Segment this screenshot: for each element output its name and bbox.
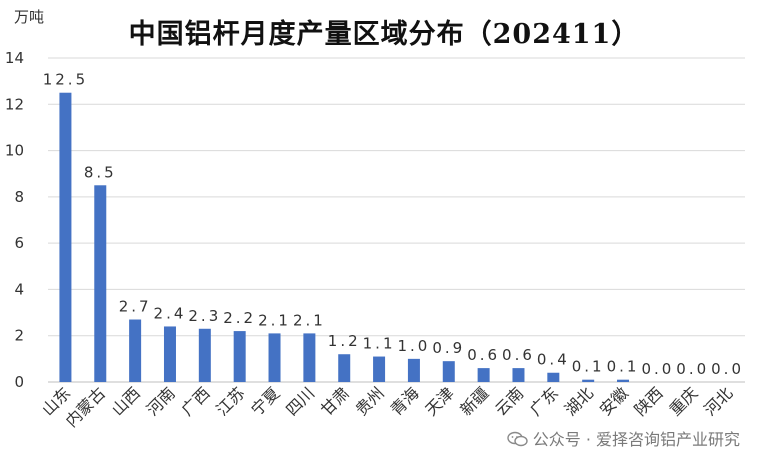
y-tick-label: 10 [5, 142, 24, 160]
category-label: 四川 [282, 383, 318, 419]
data-label: 0.6 [467, 346, 500, 364]
data-label: 0.0 [711, 360, 744, 378]
bar [198, 328, 211, 382]
category-label: 重庆 [665, 383, 701, 419]
bar [338, 354, 351, 382]
category-label: 云南 [491, 383, 527, 419]
data-label: 0.1 [572, 358, 605, 376]
category-label: 安徽 [596, 383, 632, 419]
data-label: 0.9 [432, 339, 465, 357]
watermark: 公众号 · 爱择咨询铝产业研究 [507, 426, 740, 450]
bar [512, 368, 525, 382]
data-label: 1.2 [328, 332, 361, 350]
category-label: 广西 [178, 383, 214, 419]
data-label: 2.7 [119, 298, 152, 316]
data-label: 2.1 [258, 311, 291, 329]
category-label: 陕西 [631, 383, 667, 419]
category-label: 广东 [526, 383, 562, 419]
category-label: 甘肃 [317, 383, 353, 419]
bar [129, 319, 142, 382]
category-label: 天津 [422, 383, 458, 419]
bar [233, 331, 246, 382]
bar [373, 356, 386, 382]
category-label: 河南 [143, 383, 179, 419]
category-label: 江苏 [212, 383, 248, 419]
bar [268, 333, 281, 382]
data-label: 1.0 [397, 337, 430, 355]
bar [163, 326, 176, 382]
bar [407, 358, 420, 382]
data-label: 2.1 [293, 311, 326, 329]
bar [477, 368, 490, 382]
category-label: 青海 [387, 383, 423, 419]
bar [94, 185, 107, 382]
category-label: 新疆 [456, 383, 492, 419]
data-label: 0.4 [537, 351, 570, 369]
y-tick-label: 6 [14, 234, 24, 252]
y-tick-label: 12 [5, 95, 24, 113]
data-label: 1.1 [363, 335, 396, 353]
bar [617, 379, 630, 382]
y-tick-label: 0 [14, 373, 24, 391]
bar [303, 333, 316, 382]
data-label: 12.5 [43, 71, 88, 89]
data-label: 8.5 [84, 163, 117, 181]
category-label: 河北 [700, 383, 736, 419]
category-label: 山西 [108, 383, 144, 419]
y-unit-label: 万吨 [14, 8, 45, 26]
bar [547, 372, 560, 382]
data-label: 0.0 [676, 360, 709, 378]
data-label: 2.4 [154, 304, 187, 322]
data-label: 2.3 [188, 307, 221, 325]
watermark-text: 公众号 · 爱择咨询铝产业研究 [532, 430, 740, 449]
data-label: 0.1 [607, 358, 640, 376]
category-label: 宁夏 [247, 383, 283, 419]
y-tick-label: 14 [5, 49, 24, 67]
data-label: 2.2 [223, 309, 256, 327]
data-label: 0.0 [641, 360, 674, 378]
y-tick-label: 2 [14, 327, 24, 345]
category-label: 内蒙古 [62, 383, 109, 430]
category-label: 湖北 [561, 383, 597, 419]
y-tick-label: 4 [14, 280, 24, 298]
chart-title: 中国铝杆月度产量区域分布（202411） [128, 19, 640, 50]
y-tick-label: 8 [14, 188, 24, 206]
bar [582, 379, 595, 382]
wechat-icon [507, 431, 529, 447]
data-label: 0.6 [502, 346, 535, 364]
bar [442, 361, 455, 382]
category-label: 贵州 [352, 383, 388, 419]
bar [59, 92, 72, 382]
